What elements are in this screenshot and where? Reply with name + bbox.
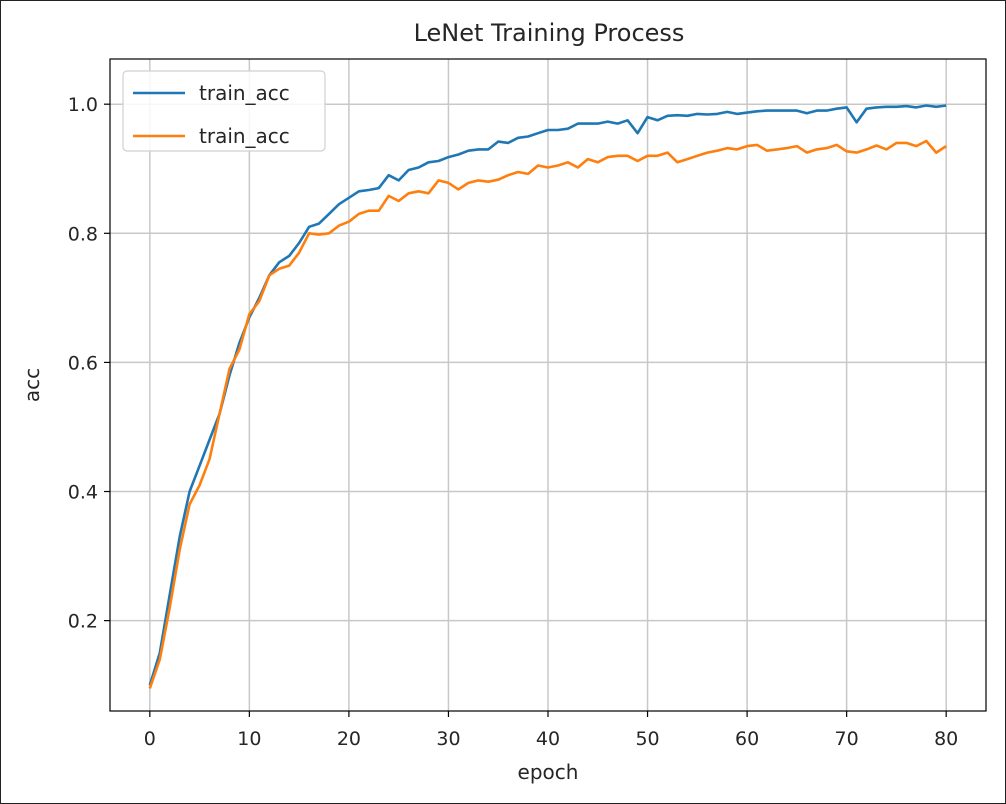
y-tick-label: 0.8: [68, 223, 98, 245]
chart-title: LeNet Training Process: [414, 19, 685, 47]
x-tick-label: 20: [337, 728, 361, 750]
x-tick-label: 30: [436, 728, 460, 750]
y-tick-label: 1.0: [68, 94, 98, 116]
legend: train_acc train_acc: [122, 70, 326, 152]
series-line-0: [148, 104, 947, 686]
x-tick-label: 40: [536, 728, 560, 750]
x-axis-title: epoch: [518, 760, 579, 784]
y-tick-label: 0.4: [68, 482, 98, 504]
axis-ticks: 0 10 20 30 40 50 60 70 80 0.2 0.4 0.6 0.8 1.0: [68, 94, 958, 750]
x-tick-label: 70: [835, 728, 859, 750]
x-tick-label: 80: [934, 728, 958, 750]
x-tick-label: 10: [237, 728, 261, 750]
x-tick-label: 60: [735, 728, 759, 750]
legend-box: [122, 70, 326, 152]
legend-label-1: train_acc: [199, 124, 290, 148]
y-axis-title: acc: [20, 368, 44, 402]
x-tick-label: 50: [635, 728, 659, 750]
legend-label-0: train_acc: [199, 81, 290, 105]
x-tick-label: 0: [144, 728, 156, 750]
y-tick-label: 0.2: [68, 611, 98, 633]
grid: [110, 59, 986, 711]
series-line-1: [148, 139, 947, 689]
y-tick-label: 0.6: [68, 352, 98, 374]
series-lines: [148, 104, 947, 689]
